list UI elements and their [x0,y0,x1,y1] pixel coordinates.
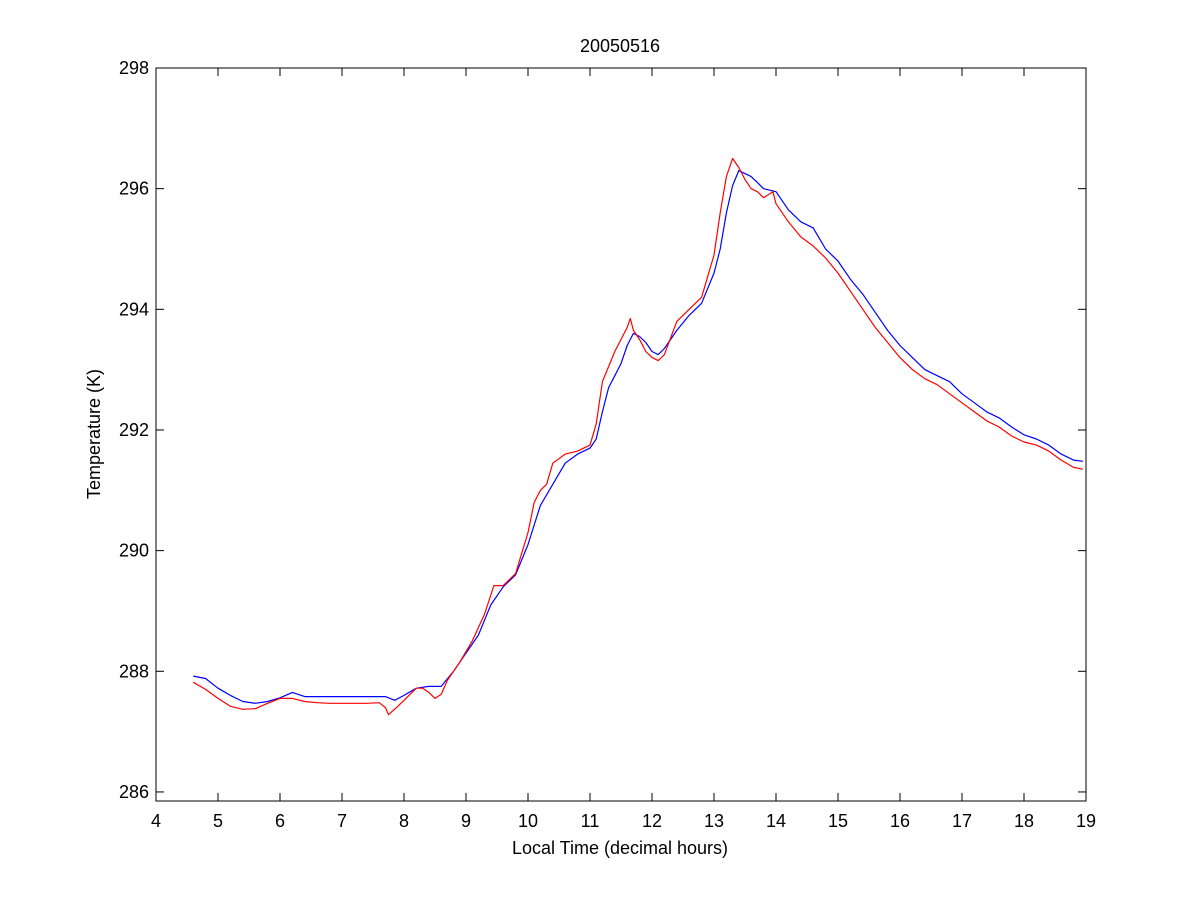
plot-area: 4 5 6 7 8 9 10 11 12 13 14 15 16 17 18 19 286 288 290 292 29… [119,58,1096,831]
x-tick-label: 19 [1076,811,1096,831]
x-tick-label: 5 [213,811,223,831]
x-tick-label: 8 [399,811,409,831]
axes-frame [155,67,1087,802]
chart-title: 20050516 [580,36,660,56]
x-tick-label: 4 [151,811,161,831]
x-tick-label: 10 [518,811,538,831]
x-tick-label: 16 [890,811,910,831]
y-tick-label: 296 [119,179,149,199]
y-axis-label: Temperature (K) [84,369,104,499]
y-tick-label: 288 [119,661,149,681]
x-tick-label: 7 [337,811,347,831]
series-line-1 [193,170,1083,704]
series-line-2 [192,157,1084,716]
x-tick-label: 6 [275,811,285,831]
x-tick-label: 13 [704,811,724,831]
y-tick-label: 292 [119,420,149,440]
x-tick-label: 18 [1014,811,1034,831]
y-tick-label: 298 [119,58,149,78]
x-axis-label: Local Time (decimal hours) [512,838,728,858]
y-tick-label: 286 [119,782,149,802]
y-tick-label: 294 [119,299,149,319]
x-tick-label: 15 [828,811,848,831]
x-tick-label: 11 [581,811,600,831]
x-tick-label: 12 [642,811,662,831]
x-tick-label: 17 [952,811,972,831]
x-tick-label: 14 [766,811,786,831]
x-tick-label: 9 [461,811,471,831]
y-tick-label: 290 [119,541,149,561]
